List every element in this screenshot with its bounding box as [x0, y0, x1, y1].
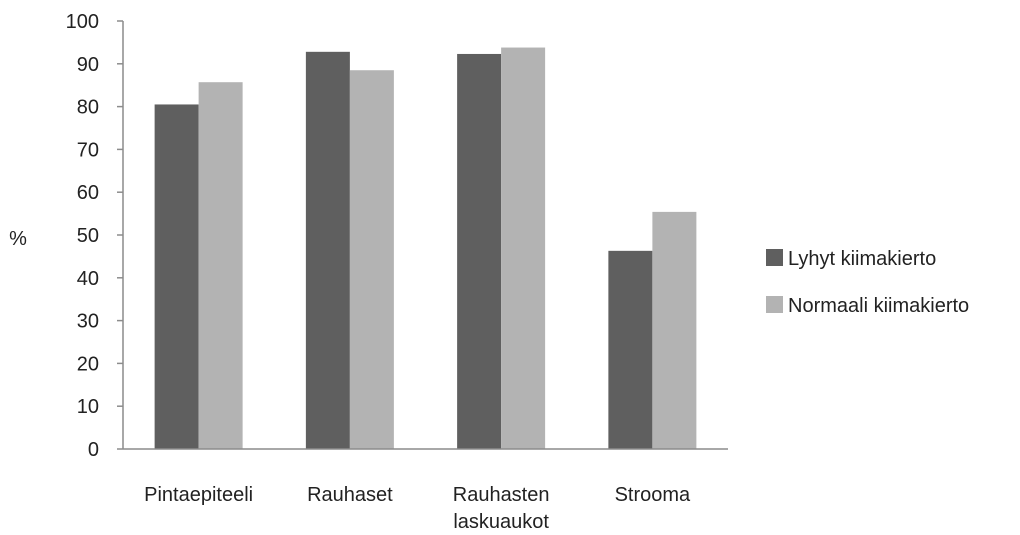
y-tick-label: 80 [77, 97, 99, 119]
y-tick-label: 20 [77, 353, 99, 375]
y-tick-label: 100 [66, 11, 99, 33]
y-tick-label: 10 [77, 396, 99, 418]
y-axis-ticks: 0 10 20 30 40 50 60 70 80 90 100 [66, 11, 123, 461]
bar-normaali-2 [501, 47, 546, 449]
x-category-label: Pintaepiteeli [144, 484, 253, 506]
y-tick-label: 30 [77, 311, 99, 333]
legend-swatch [766, 296, 783, 313]
bar-lyhyt-0 [154, 104, 199, 450]
y-tick-label: 90 [77, 54, 99, 76]
bar-normaali-3 [652, 211, 697, 449]
y-tick-label: 70 [77, 139, 99, 161]
x-category-label: Strooma [615, 484, 691, 506]
bar-lyhyt-1 [305, 51, 350, 449]
legend-swatch [766, 249, 783, 266]
bar-normaali-0 [198, 82, 243, 449]
bar-normaali-1 [349, 70, 394, 449]
y-tick-label: 50 [77, 225, 99, 247]
x-category-label: Rauhasten [453, 484, 550, 506]
bar-lyhyt-3 [608, 250, 653, 449]
x-category-label: Rauhaset [307, 484, 393, 506]
legend-label: Lyhyt kiimakierto [788, 248, 936, 270]
y-tick-label: 0 [88, 439, 99, 461]
y-tick-label: 60 [77, 182, 99, 204]
legend-label: Normaali kiimakierto [788, 295, 969, 317]
bars [154, 47, 697, 450]
x-category-label: laskuaukot [453, 511, 549, 533]
category-labels: Pintaepiteeli Rauhaset Rauhasten laskuaukot… [144, 484, 691, 533]
y-axis-label: % [9, 228, 27, 250]
bar-lyhyt-2 [457, 53, 502, 450]
legend: Lyhyt kiimakierto Normaali kiimakierto [766, 248, 969, 317]
y-tick-label: 40 [77, 268, 99, 290]
